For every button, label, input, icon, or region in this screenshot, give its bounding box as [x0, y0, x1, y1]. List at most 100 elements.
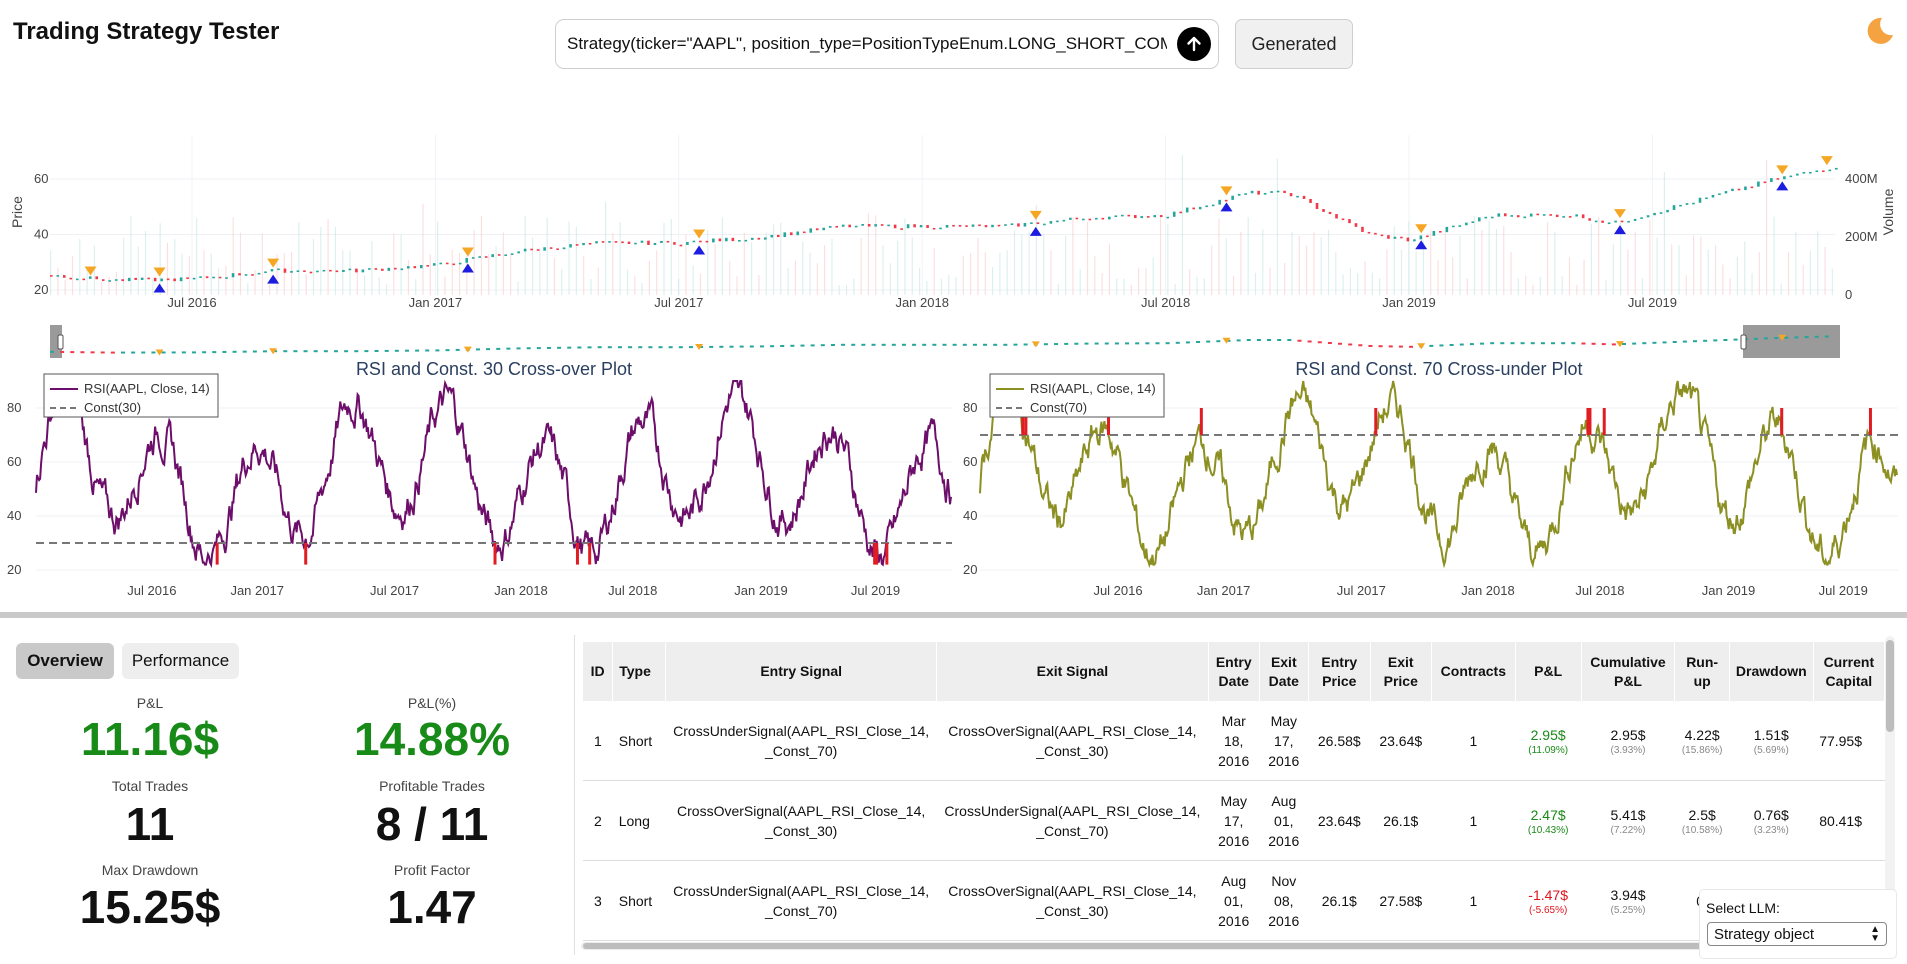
col-type[interactable]: Type — [612, 642, 667, 701]
candle — [316, 270, 319, 273]
col-current-capital[interactable]: Current Capital — [1813, 642, 1885, 701]
submit-button[interactable] — [1177, 27, 1211, 61]
nav-candle — [1530, 342, 1535, 345]
nav-candle — [1155, 342, 1160, 345]
scrollbar-thumb[interactable] — [583, 943, 1703, 949]
candle — [186, 277, 189, 280]
nav-candle — [922, 343, 927, 346]
volume-bar — [539, 248, 541, 295]
table-horizontal-scrollbar[interactable] — [581, 942, 1881, 950]
candle — [536, 249, 540, 251]
panel-divider[interactable] — [0, 612, 1907, 618]
y-tick-label: 20 — [34, 282, 48, 297]
scrollbar-thumb[interactable] — [1886, 640, 1894, 732]
col-cumulative-pnl[interactable]: Cumulative P&L — [1581, 642, 1676, 701]
generated-button[interactable]: Generated — [1235, 19, 1353, 69]
volume-bar — [1079, 268, 1081, 295]
theme-toggle[interactable] — [1862, 14, 1896, 48]
table-row[interactable]: 2 Long CrossOverSignal(AAPL_RSI_Close_14, … — [583, 780, 1885, 861]
nav-candle — [242, 350, 247, 353]
volume-bar — [517, 281, 519, 295]
col-pnl[interactable]: P&L — [1515, 642, 1582, 701]
range-slider[interactable] — [0, 320, 1907, 362]
x-tick-label: Jul 2019 — [1819, 583, 1868, 598]
volume-bar — [210, 253, 212, 295]
nav-candle — [1469, 343, 1474, 346]
candle — [1724, 191, 1728, 194]
col-entry-price[interactable]: Entry Price — [1308, 642, 1371, 701]
volume-bar — [1780, 283, 1782, 295]
runup: 4.22$ — [1684, 726, 1720, 743]
candle — [1114, 215, 1118, 218]
y-tick-label: 20 — [963, 562, 977, 577]
candle — [854, 225, 858, 228]
tab-overview[interactable]: Overview — [16, 643, 114, 679]
col-exit-signal[interactable]: Exit Signal — [936, 642, 1209, 701]
col-entry-signal[interactable]: Entry Signal — [665, 642, 937, 701]
nav-candle — [1520, 342, 1525, 345]
entry-marker — [153, 267, 166, 277]
candle — [893, 224, 897, 229]
volume-bar — [531, 237, 534, 295]
volume-bar — [480, 215, 483, 295]
col-exit-date[interactable]: Exit Date — [1259, 642, 1310, 701]
trade-pnl-pct: (10.43%) — [1527, 824, 1569, 836]
rsi-crossover-chart[interactable]: RSI and Const. 30 Cross-over Plot 20 40 60 8… — [0, 355, 960, 605]
candle — [484, 256, 488, 258]
volume-bar — [254, 269, 256, 295]
candle — [1776, 178, 1780, 180]
col-exit-price[interactable]: Exit Price — [1370, 642, 1432, 701]
volume-bar — [123, 237, 125, 295]
x-tick-label: Jul 2016 — [127, 583, 176, 598]
candle — [1835, 167, 1838, 170]
volume-bar — [1773, 216, 1775, 295]
trades-table-panel[interactable]: ID Type Entry Signal Exit Signal Entry D… — [583, 642, 1885, 942]
entry-marker — [267, 258, 280, 268]
candle — [1153, 215, 1157, 218]
candle — [1218, 199, 1221, 205]
price-chart[interactable]: 20 40 60 0 200M 400M Jul 2016 Jan 2017 Jul 2017 J… — [0, 85, 1907, 365]
volume-bar — [1013, 230, 1016, 295]
candle — [634, 242, 637, 245]
app-title: Trading Strategy Tester — [13, 18, 280, 45]
volume-bar — [1386, 249, 1388, 295]
candle — [796, 231, 800, 236]
tab-performance[interactable]: Performance — [122, 643, 239, 679]
volume-bar — [203, 250, 205, 295]
candle — [712, 238, 715, 243]
volume-bar — [1130, 284, 1132, 295]
col-runup[interactable]: Run-up — [1674, 642, 1730, 701]
nav-candle — [252, 350, 257, 353]
signal-marker — [875, 543, 879, 565]
volume-bar — [495, 246, 497, 295]
volume-bar — [1021, 234, 1023, 295]
col-contracts[interactable]: Contracts — [1431, 642, 1516, 701]
volume-bar — [1006, 250, 1008, 295]
rsi-crossunder-chart[interactable]: RSI and Const. 70 Cross-under Plot 20 40 60… — [960, 355, 1907, 605]
table-row[interactable]: 1 Short CrossUnderSignal(AAPL_RSI_Close_14… — [583, 701, 1885, 781]
candle — [1607, 222, 1611, 225]
strategy-prompt-input[interactable]: Strategy(ticker="AAPL", position_type=Po… — [555, 19, 1219, 69]
volume-bar — [1787, 252, 1790, 295]
cumulative-pnl: 3.94$ — [1610, 886, 1646, 903]
candle — [517, 251, 520, 254]
candle — [1484, 216, 1488, 219]
candle — [101, 279, 105, 281]
volume-bar — [1693, 235, 1695, 295]
candle — [1309, 198, 1312, 203]
nav-candle — [1114, 342, 1119, 345]
candle — [1503, 213, 1507, 217]
candle — [952, 224, 955, 227]
nav-candle — [1084, 342, 1089, 345]
col-drawdown[interactable]: Drawdown — [1729, 642, 1814, 701]
exit-marker — [267, 274, 280, 284]
table-row[interactable]: 3 Short CrossUnderSignal(AAPL_RSI_Close_14… — [583, 860, 1885, 941]
volume-bar — [561, 268, 563, 295]
col-entry-date[interactable]: Entry Date — [1208, 642, 1260, 701]
candle — [283, 268, 287, 273]
llm-select[interactable]: Strategy object ▲ ▼ — [1707, 922, 1887, 946]
volume-bar — [575, 226, 577, 295]
table-vertical-scrollbar[interactable] — [1885, 636, 1895, 948]
strategy-prompt-text[interactable]: Strategy(ticker="AAPL", position_type=Po… — [567, 34, 1167, 53]
col-id[interactable]: ID — [583, 642, 614, 701]
